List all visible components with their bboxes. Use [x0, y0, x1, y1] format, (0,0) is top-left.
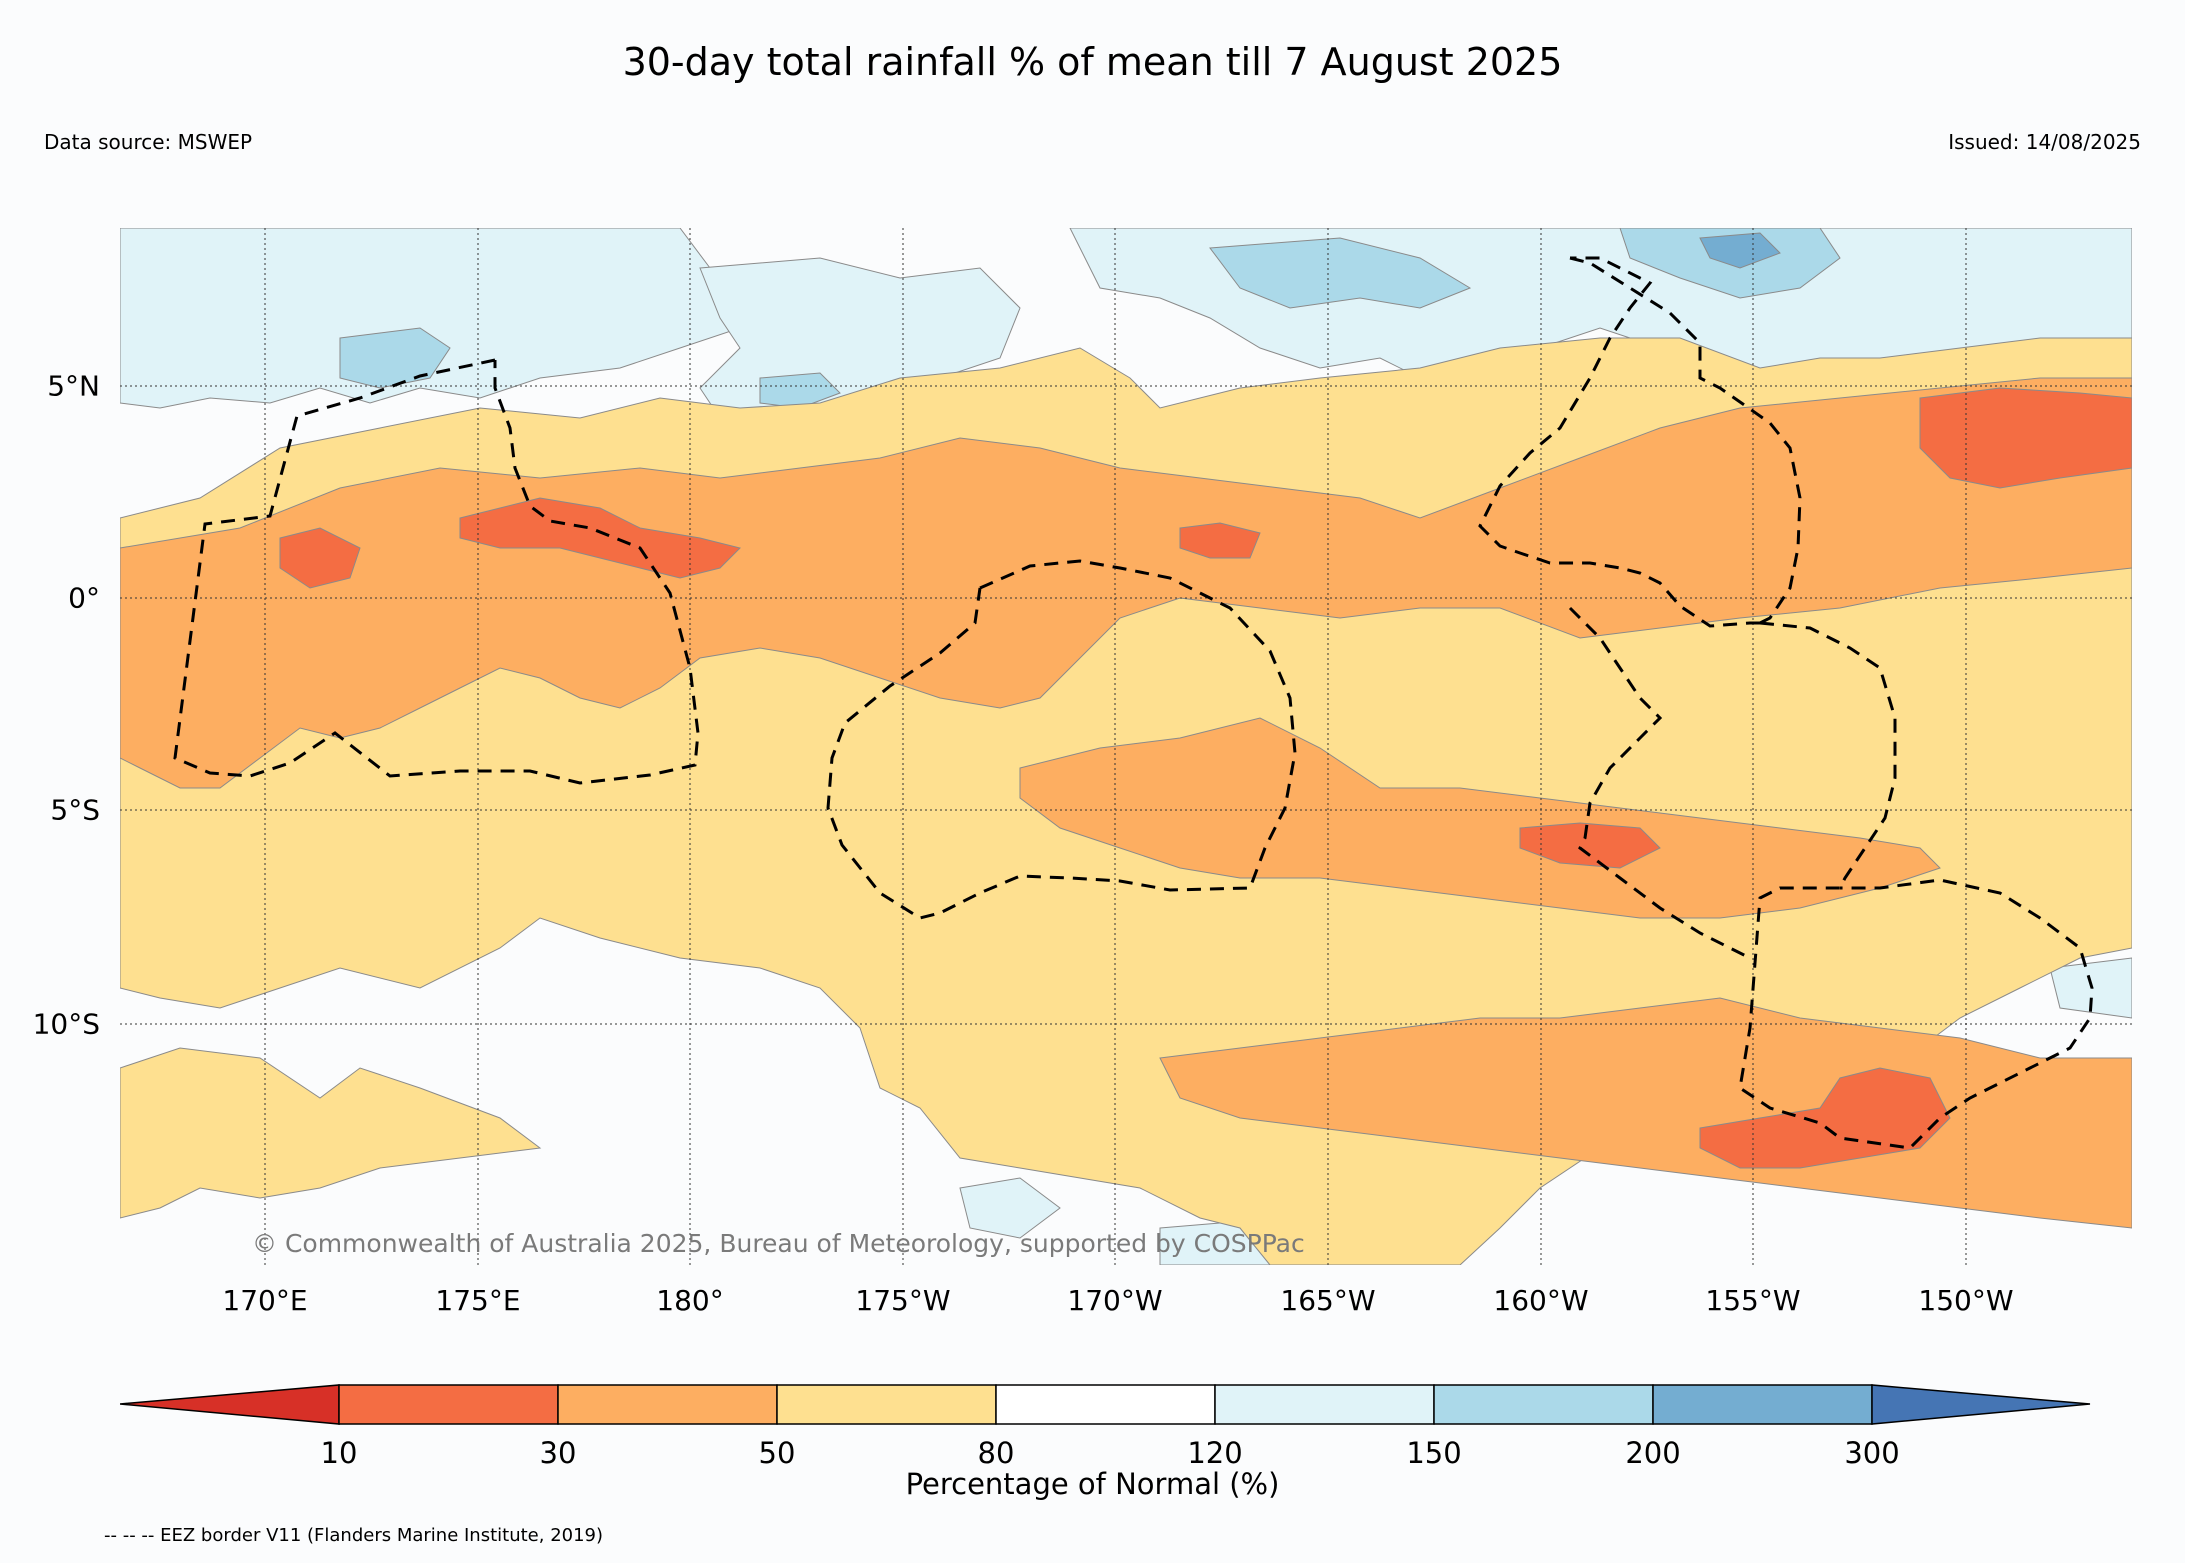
colorbar-swatch-above-300 — [1871, 1384, 2091, 1425]
issued-date-label: Issued: 14/08/2025 — [1948, 130, 2141, 154]
region-200-300-north — [1699, 232, 1781, 269]
eez-legend-note: -- -- -- EEZ border V11 (Flanders Marine… — [104, 1525, 604, 1546]
lat-label-5n: 5°N — [47, 369, 100, 403]
colorbar-tick-200: 200 — [1625, 1436, 1681, 1470]
lon-label-155w: 155°W — [1705, 1284, 1801, 1317]
colorbar-tick-30: 30 — [539, 1436, 577, 1470]
below-normal-regions — [120, 337, 2132, 1265]
region-10-30-south — [1699, 1067, 1951, 1169]
colorbar-swatch-80-120 — [995, 1384, 1216, 1425]
eez-borders — [173, 256, 2094, 1150]
lon-label-165w: 165°W — [1280, 1284, 1376, 1317]
colorbar-swatch-120-150 — [1214, 1384, 1435, 1425]
eez-border-line-islands — [1478, 256, 1802, 628]
colorbar-tick-80: 80 — [977, 1436, 1015, 1470]
eez-border-tokelau-phoenix — [826, 559, 1297, 920]
colorbar-tick-150: 150 — [1406, 1436, 1462, 1470]
data-source-label: Data source: MSWEP — [44, 130, 253, 154]
lon-label-175w: 175°W — [855, 1284, 951, 1317]
lat-label-0: 0° — [68, 581, 100, 615]
lon-label-170e: 170°E — [222, 1284, 308, 1317]
lon-label-180: 180° — [656, 1284, 724, 1317]
region-120-150-south — [959, 1177, 1061, 1239]
region-10-30-central — [1519, 822, 1661, 869]
region-10-30-west2 — [459, 497, 741, 579]
rainfall-map-svg — [120, 228, 2132, 1265]
colorbar-tick-120: 120 — [1187, 1436, 1243, 1470]
rainfall-map — [120, 228, 2132, 1265]
region-10-30-west — [279, 527, 361, 589]
lat-label-10s: 10°S — [32, 1007, 100, 1041]
colorbar-swatch-30-50 — [557, 1384, 778, 1425]
lat-label-5s: 5°S — [50, 793, 100, 827]
region-30-50-south — [1159, 997, 2132, 1229]
region-150-200-n2 — [759, 372, 841, 409]
colorbar-swatch-200-300 — [1652, 1384, 1873, 1425]
colorbar-tick-10: 10 — [320, 1436, 358, 1470]
region-150-200-north — [1209, 237, 1472, 309]
eez-border-kiribati-gilbert — [173, 358, 700, 785]
region-10-30-northeast — [1919, 387, 2132, 489]
lon-label-150w: 150°W — [1918, 1284, 2014, 1317]
colorbar-label: Percentage of Normal (%) — [905, 1467, 1280, 1501]
eez-border-tokelau-south — [1568, 606, 1751, 960]
region-50-80-southwest — [120, 1047, 542, 1219]
lon-label-170w: 170°W — [1067, 1284, 1163, 1317]
copyright-notice: © Commonwealth of Australia 2025, Bureau… — [252, 1229, 1305, 1258]
region-30-50-band — [120, 377, 2132, 789]
colorbar-swatch-150-200 — [1433, 1384, 1654, 1425]
graticule — [120, 228, 2132, 1265]
region-30-50-southcentral — [1019, 717, 1941, 919]
map-title: 30-day total rainfall % of mean till 7 A… — [622, 40, 1563, 84]
region-150-200-nw — [339, 327, 451, 389]
colorbar-svg — [119, 1384, 2091, 1425]
colorbar-swatch-10-30 — [338, 1384, 559, 1425]
eez-border-cook-north — [1738, 621, 2094, 1150]
colorbar-tick-300: 300 — [1844, 1436, 1900, 1470]
colorbar-swatch-50-80 — [776, 1384, 997, 1425]
colorbar — [119, 1380, 2092, 1434]
colorbar-tick-50: 50 — [758, 1436, 796, 1470]
lon-label-160w: 160°W — [1493, 1284, 1589, 1317]
region-10-30-mid — [1179, 522, 1261, 559]
colorbar-swatch-below-10 — [119, 1384, 340, 1425]
lon-label-175e: 175°E — [435, 1284, 521, 1317]
